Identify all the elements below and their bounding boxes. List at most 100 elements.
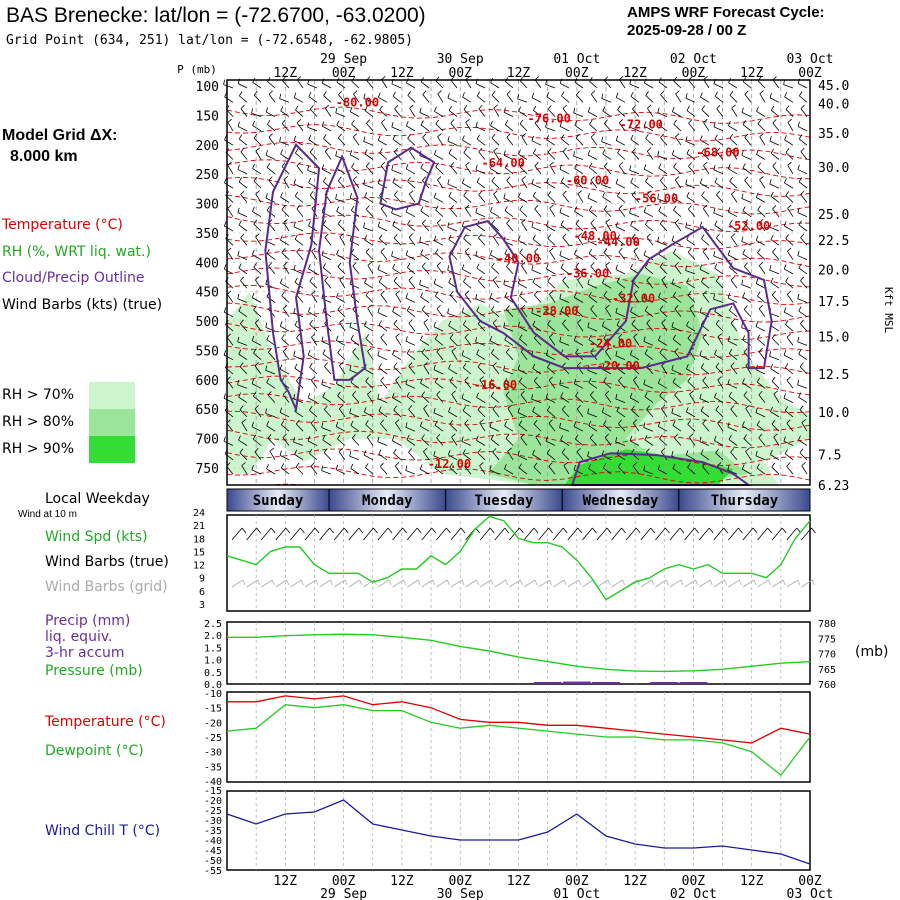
wind-barb — [255, 193, 262, 203]
wind-barb-feather — [741, 322, 744, 328]
wind-barb-feather — [408, 276, 413, 281]
wind-barb-feather — [363, 407, 367, 413]
wind-barb — [227, 251, 234, 260]
bottom-time-label: 12Z — [740, 874, 764, 889]
wind-barb-feather — [577, 276, 582, 281]
wind-barb — [658, 382, 668, 389]
wind-barb-feather — [279, 93, 282, 99]
grid-wind-barb — [260, 579, 273, 588]
wind-barb — [673, 209, 682, 218]
wind-barb-feather — [465, 75, 470, 80]
wind-barb-feather — [310, 105, 314, 110]
wind-barb-feather — [434, 420, 438, 426]
wind-barb-feather — [758, 390, 763, 395]
wind-barb-feather — [755, 407, 758, 413]
wind-barb — [462, 225, 472, 232]
wind-barb — [602, 153, 612, 160]
wind-barb — [464, 466, 472, 475]
dewpoint-label: Dewpoint (°C) — [45, 743, 144, 759]
wind-barb-feather — [783, 221, 787, 227]
wind-barb — [378, 281, 388, 289]
wind-barb-feather — [420, 378, 423, 384]
wind-barb-feather — [307, 165, 310, 171]
wind-barb — [447, 183, 458, 189]
wind-barb-feather — [576, 405, 581, 410]
wind-barb-feather — [307, 122, 310, 128]
wind-barb-feather — [422, 90, 427, 95]
wind-barb — [783, 311, 794, 318]
wind-barb — [392, 268, 402, 275]
wind-barb-feather — [741, 236, 744, 242]
wind-barb — [279, 368, 290, 375]
wind-barb-feather — [352, 133, 358, 138]
wind-barb-feather — [687, 377, 692, 382]
wind-barb — [252, 125, 262, 132]
wind-barb-feather — [238, 349, 242, 355]
wind-barb-feather — [476, 349, 480, 355]
wind-barb-feather — [547, 191, 552, 196]
wind-barb — [253, 137, 262, 146]
wind-barb-feather — [715, 405, 720, 411]
wind-barb-feather — [562, 190, 567, 195]
wind-barb-feather — [238, 134, 243, 140]
wind-barb-feather — [701, 191, 705, 196]
surface-wind-barb — [552, 527, 564, 541]
wind-barb — [407, 267, 416, 275]
wind-barb-feather — [240, 147, 245, 152]
wind-barb-feather — [602, 149, 606, 155]
isotherm-label: -36.00 — [566, 267, 609, 281]
wind-barb — [237, 169, 248, 175]
wind-barb-feather — [699, 264, 703, 270]
wind-barb-feather — [322, 392, 326, 398]
wind-barb-feather — [715, 448, 719, 454]
wind-barb-feather — [462, 135, 465, 141]
wind-barb-feather — [321, 336, 324, 342]
wind-barb-feather — [546, 221, 549, 227]
wind-barb — [365, 338, 374, 346]
wind-barb-feather — [408, 319, 413, 324]
wind-barb-feather — [531, 265, 534, 271]
wind-barb-feather — [603, 162, 608, 167]
wind-barb — [658, 210, 668, 218]
surface-wind-barb — [363, 527, 374, 541]
wind-barb-feather — [702, 204, 708, 209]
wind-barb — [378, 453, 388, 461]
wind-barb-feather — [505, 391, 510, 396]
wind-barb — [223, 397, 234, 403]
wind-barb — [715, 452, 724, 461]
wind-barb-feather — [713, 294, 716, 300]
wind-barb — [532, 195, 542, 203]
wind-barb — [464, 294, 472, 303]
wind-barb — [518, 424, 528, 432]
wind-barb-feather — [282, 433, 287, 438]
wind-barb-feather — [296, 204, 301, 210]
wind-barb — [573, 469, 584, 475]
wind-barb — [534, 122, 542, 132]
wind-barb-feather — [406, 392, 410, 397]
wind-barb-feather — [350, 205, 355, 211]
wind-barb — [463, 109, 472, 117]
pressure-tick-label: 250 — [196, 168, 219, 183]
wind-barb — [575, 395, 584, 403]
isotherm-line — [226, 466, 811, 484]
wind-barb-feather — [744, 176, 749, 181]
wind-barbs-grid-label: Wind Barbs (grid) — [45, 579, 168, 595]
wind-barb-feather — [405, 422, 408, 428]
wind-barb — [265, 370, 276, 375]
temperature-tick: -10 — [204, 689, 222, 700]
wind-speed-tick: 18 — [193, 534, 205, 545]
wind-barb — [395, 379, 402, 389]
wind-barb — [741, 284, 752, 289]
wind-barb — [465, 122, 472, 132]
wind-barb — [547, 195, 556, 203]
wind-barb-feather — [630, 177, 634, 183]
wind-barb — [589, 81, 598, 89]
wind-barb-feather — [644, 435, 648, 440]
wind-barb-feather — [393, 233, 398, 239]
wind-barb-feather — [644, 392, 648, 397]
wind-barb — [367, 351, 374, 360]
wind-barb-feather — [786, 462, 791, 467]
wind-barb-feather — [462, 320, 467, 325]
wind-barb-feather — [661, 276, 666, 280]
wind-barb — [437, 179, 444, 189]
